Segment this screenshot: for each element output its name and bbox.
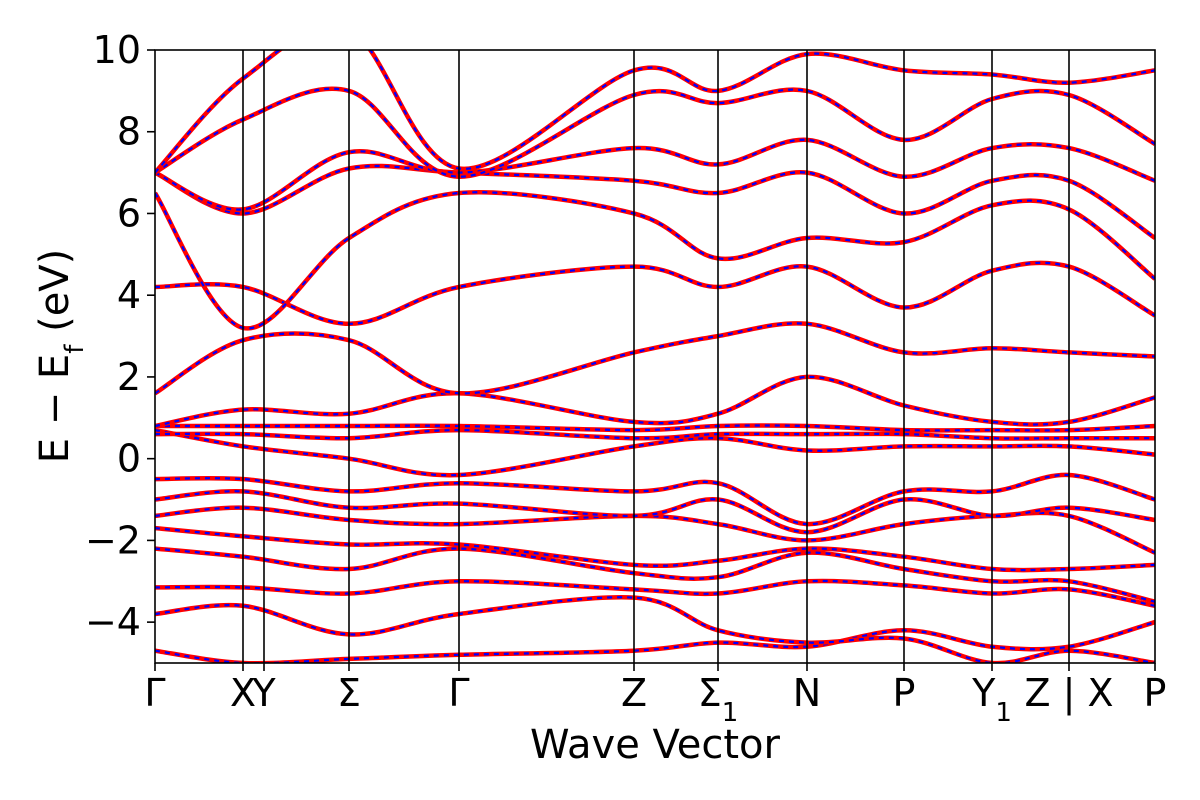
plot-frame [154,49,1156,664]
band-1-dashed [155,621,1155,663]
y-tick-label: −4 [85,600,141,644]
x-tick-label: Σ1 [698,671,739,728]
y-tick-label: 0 [117,437,141,481]
x-tick-label: Y [251,671,276,715]
y-axis-title: E − Ef (eV) [32,249,90,464]
band-15-solid [155,190,1155,331]
x-tick-label: Γ [448,671,469,715]
band-10-dashed [155,428,1155,440]
band-11-dashed [155,424,1155,432]
band-13-dashed [155,322,1155,395]
band-17-solid [155,137,1155,212]
band-4-dashed [155,547,1155,603]
y-tick-label: 4 [117,273,141,317]
x-tick-label: Y1 [971,671,1012,728]
band-2-solid [155,595,1155,663]
x-tick-label: Σ [337,671,361,715]
band-15-dashed [155,191,1155,330]
x-tick-label: P [893,671,916,715]
band-16-dashed [155,164,1155,239]
x-tick-label: N [793,671,821,715]
x-axis-title: Wave Vector [530,722,781,768]
band-2-dashed [155,596,1155,663]
band-12-dashed [155,375,1155,428]
band-13-solid [155,321,1155,396]
x-tick-label: Z | X [1024,671,1113,716]
band-8-solid [155,472,1155,527]
y-tick-label: 10 [93,28,141,72]
high-symmetry-lines [242,50,1070,663]
band-7-dashed [155,490,1155,534]
band-12-solid [155,374,1155,429]
x-tick-label: P [1144,671,1167,715]
band-5-dashed [155,527,1155,572]
y-tick-label: 6 [117,191,141,235]
band-18-dashed [155,87,1155,178]
bands-layer [155,50,1155,663]
band-19-dashed [155,50,1155,174]
band-18-solid [155,86,1155,179]
y-tick-label: −2 [85,518,141,562]
x-tick-label: X [230,671,256,715]
band-14-solid [155,260,1155,327]
band-5-solid [155,525,1155,573]
x-tick-label: Z [621,671,647,715]
band-7-solid [155,489,1155,535]
band-1-solid [155,619,1155,663]
y-tick-label: 2 [117,355,141,399]
x-axis: Γ XY Σ Γ Z Σ1 N P Y1 Z | X P [144,663,1166,728]
band-9-dashed [155,429,1155,477]
band-17-dashed [155,138,1155,211]
x-tick-label: Γ [144,671,165,715]
band-3-dashed [155,579,1155,607]
y-axis: −4 −2 0 2 4 6 8 10 [85,28,155,644]
y-tick-label: 8 [117,110,141,154]
